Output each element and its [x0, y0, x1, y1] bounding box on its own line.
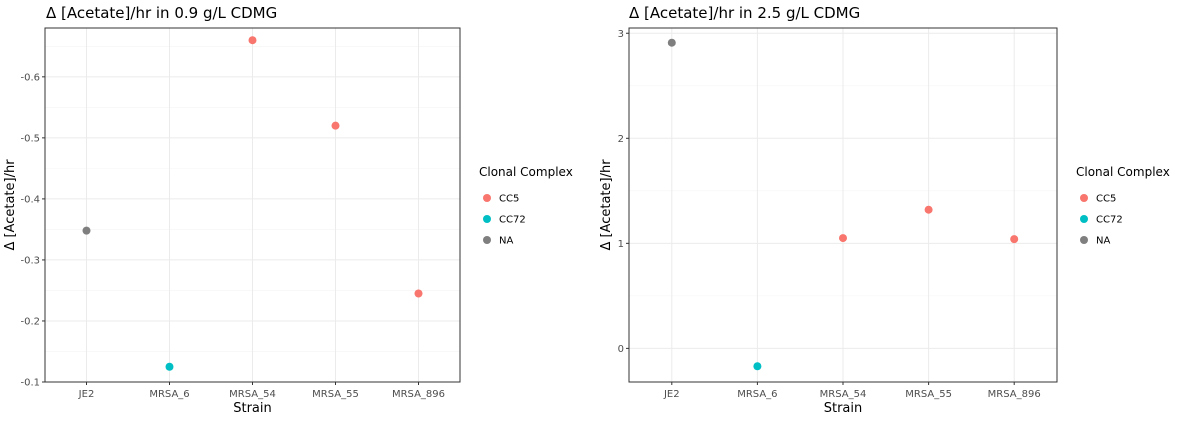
x-tick-label-mrsa-55: MRSA_55 [905, 389, 952, 400]
point-cc72-mrsa-6 [165, 362, 174, 371]
y-tick-label: -0.3 [20, 255, 40, 266]
legend-label-na: NA [1096, 236, 1110, 247]
legend-key-cc72 [483, 215, 491, 223]
x-tick-label-mrsa-54: MRSA_54 [820, 389, 867, 400]
legend-title: Clonal Complex [1076, 165, 1170, 179]
legend-label-na: NA [499, 236, 513, 247]
y-axis-title: Δ [Acetate]/hr [3, 159, 18, 251]
grid [629, 28, 1057, 382]
y-tick-label: -0.5 [20, 133, 40, 144]
legend-label-cc5: CC5 [499, 194, 519, 205]
x-tick-label-mrsa-896: MRSA_896 [988, 389, 1041, 400]
chart-panel-right: 0 1 2 3 JE2 MRSA_6 MRSA_54 MRSA_55 MRSA_896 Δ [Ac… [592, 0, 1183, 437]
y-axis-title: Δ [Acetate]/hr [599, 159, 614, 251]
point-cc5-mrsa-896 [414, 289, 423, 298]
y-tick-label: 2 [618, 134, 624, 145]
x-tick-label-mrsa-54: MRSA_54 [229, 389, 276, 400]
point-cc5-mrsa-896 [1010, 235, 1019, 244]
x-tick-label-mrsa-896: MRSA_896 [392, 389, 445, 400]
y-tick-label: -0.6 [20, 72, 40, 83]
legend-key-cc5 [483, 194, 491, 202]
grid [45, 28, 460, 383]
legend-label-cc72: CC72 [499, 215, 526, 226]
point-cc5-mrsa-54 [839, 234, 847, 243]
legend-key-cc5 [1080, 194, 1088, 202]
chart-title: Δ [Acetate]/hr in 0.9 g/L CDMG [46, 4, 277, 22]
legend: Clonal Complex CC5 CC72 NA [1076, 165, 1170, 247]
legend-label-cc72: CC72 [1096, 215, 1123, 226]
x-tick-label-mrsa-6: MRSA_6 [737, 389, 777, 400]
point-cc5-mrsa-54 [248, 36, 257, 45]
legend-key-na [1080, 236, 1088, 244]
point-na-je2 [667, 38, 676, 47]
point-cc5-mrsa-55 [331, 121, 340, 130]
x-axis-title: Strain [824, 401, 863, 416]
x-tick-label-mrsa-55: MRSA_55 [312, 389, 359, 400]
point-cc72-mrsa-6 [753, 362, 762, 371]
x-tick-label-je2: JE2 [663, 389, 680, 400]
legend-title: Clonal Complex [479, 165, 573, 179]
point-cc5-mrsa-55 [924, 205, 933, 214]
legend-label-cc5: CC5 [1096, 194, 1116, 205]
y-tick-label: -0.4 [20, 194, 40, 205]
legend-key-na [483, 236, 491, 244]
y-tick-label: -0.2 [20, 316, 40, 327]
point-na-je2 [82, 226, 91, 235]
chart-panel-left: -0.1 -0.2 -0.3 -0.4 -0.5 -0.6 JE2 MRSA_6 MRSA_54… [3, 4, 573, 416]
x-tick-label-je2: JE2 [78, 389, 95, 400]
x-tick-label-mrsa-6: MRSA_6 [149, 389, 189, 400]
x-axis-title: Strain [233, 401, 272, 416]
legend: Clonal Complex CC5 CC72 NA [479, 165, 573, 247]
y-tick-label: 0 [618, 344, 624, 355]
acetate-chart-2-5: 0 1 2 3 JE2 MRSA_6 MRSA_54 MRSA_55 MRSA_896 Δ [Ac… [599, 4, 1170, 416]
y-tick-label: 1 [618, 239, 624, 250]
y-tick-label: -0.1 [20, 378, 40, 389]
data-points [82, 36, 423, 371]
y-tick-label: 3 [618, 29, 624, 40]
data-points [667, 38, 1019, 371]
legend-key-cc72 [1080, 215, 1088, 223]
chart-title: Δ [Acetate]/hr in 2.5 g/L CDMG [629, 4, 860, 22]
acetate-chart-0-9: -0.1 -0.2 -0.3 -0.4 -0.5 -0.6 JE2 MRSA_6 MRSA_54… [3, 4, 573, 416]
